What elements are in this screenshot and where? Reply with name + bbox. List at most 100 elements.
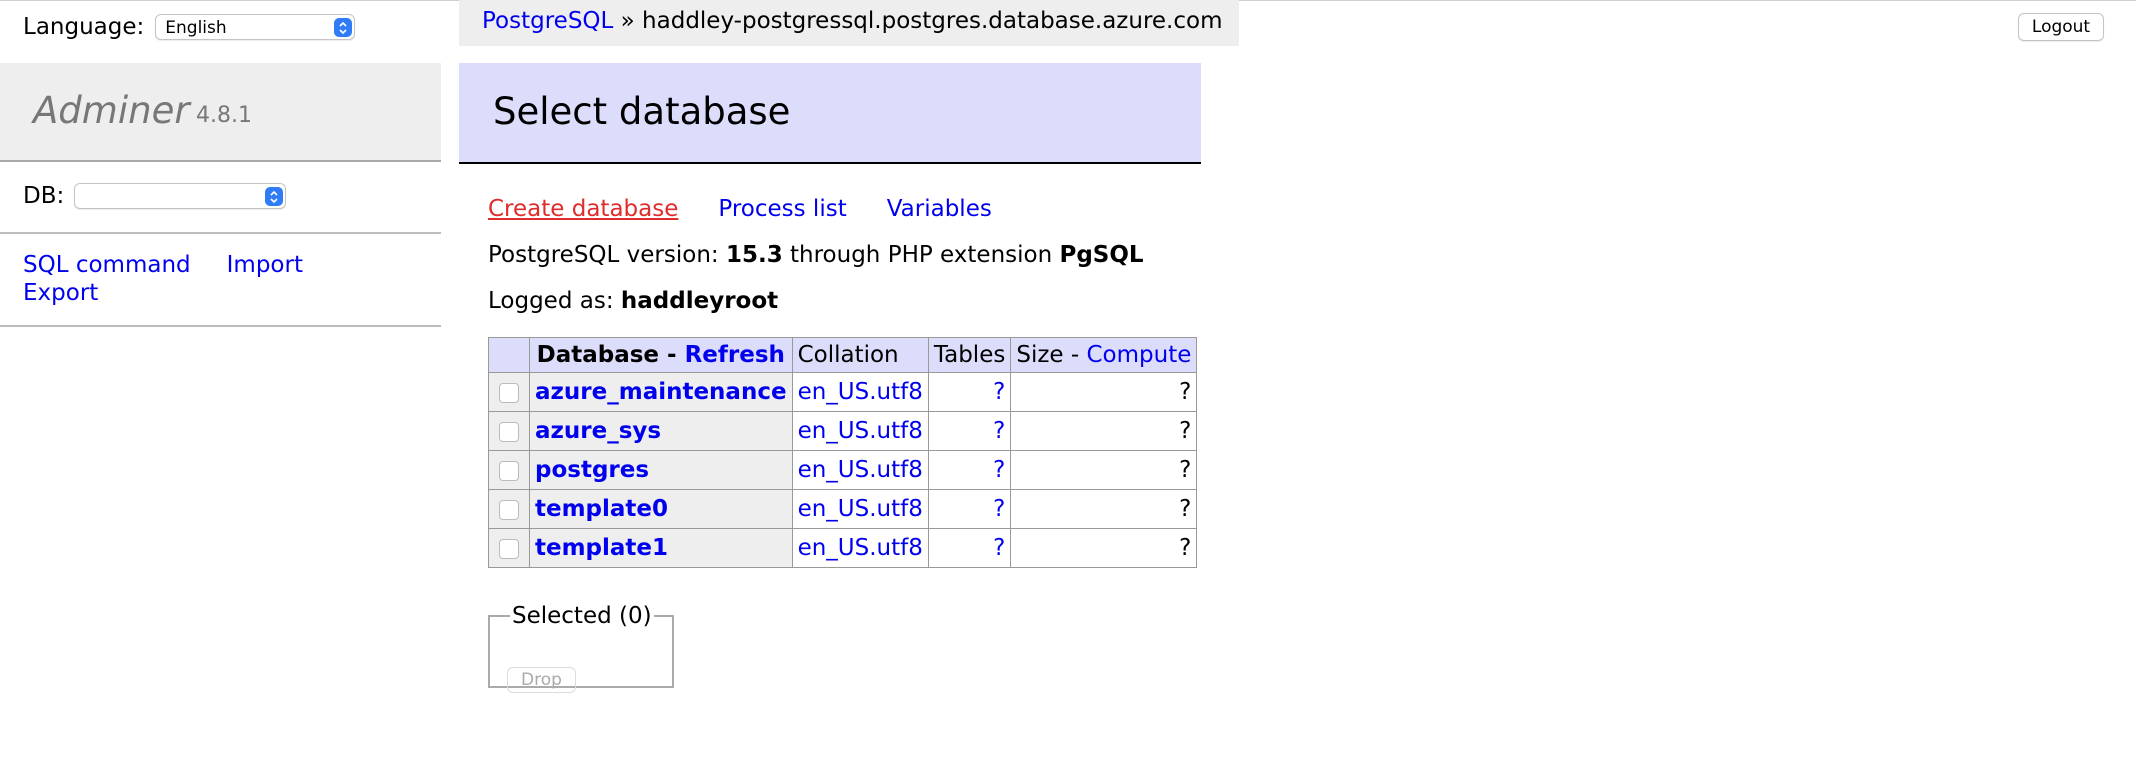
collation-link[interactable]: en_US.utf8 (797, 496, 923, 522)
row-checkbox[interactable] (499, 460, 519, 481)
database-name-cell: template0 (529, 489, 793, 529)
process-list-link[interactable]: Process list (718, 196, 847, 222)
header-database-label: Database (536, 342, 660, 368)
collation-cell: en_US.utf8 (791, 489, 929, 529)
size-cell: ? (1010, 489, 1198, 529)
database-name-link[interactable]: azure_maintenance (535, 379, 787, 405)
export-link[interactable]: Export (23, 280, 99, 306)
version-prefix: PostgreSQL version: (488, 242, 719, 268)
collation-cell: en_US.utf8 (791, 528, 929, 568)
table-header-row: Database - Refresh Collation Tables Size… (488, 337, 1198, 373)
header-dash: - (659, 342, 685, 368)
database-name-cell: azure_sys (529, 411, 793, 451)
table-row: azure_maintenance en_US.utf8 ? ? (488, 372, 1198, 412)
tables-cell: ? (927, 528, 1012, 568)
tables-cell: ? (927, 450, 1012, 490)
header-collation: Collation (791, 337, 929, 373)
compute-link[interactable]: Compute (1086, 342, 1192, 368)
chevron-updown-icon (334, 18, 353, 37)
logout-button[interactable]: Logout (2018, 13, 2104, 41)
row-checkbox[interactable] (499, 382, 519, 403)
database-name-link[interactable]: postgres (535, 457, 650, 483)
refresh-link[interactable]: Refresh (684, 342, 785, 368)
row-checkbox[interactable] (499, 499, 519, 520)
header-tables: Tables (927, 337, 1012, 373)
tables-link[interactable]: ? (993, 535, 1006, 561)
brand-header: Adminer 4.8.1 (0, 63, 441, 162)
collation-link[interactable]: en_US.utf8 (797, 379, 923, 405)
page-title: Select database (493, 90, 791, 133)
header-size: Size - Compute (1010, 337, 1198, 373)
chevron-updown-icon (265, 187, 284, 206)
language-select-value: English (165, 18, 227, 38)
db-select[interactable] (74, 183, 287, 209)
row-checkbox[interactable] (499, 421, 519, 442)
logged-prefix: Logged as: (488, 288, 614, 314)
selected-fieldset: Selected (0) Drop (488, 603, 674, 693)
size-cell: ? (1010, 411, 1198, 451)
logged-user: haddleyroot (620, 288, 779, 314)
size-cell: ? (1010, 372, 1198, 412)
tables-cell: ? (927, 489, 1012, 529)
breadcrumb-separator: » (620, 8, 635, 34)
database-name-link[interactable]: template0 (535, 496, 669, 522)
row-checkbox-cell (488, 489, 530, 529)
row-checkbox-cell (488, 411, 530, 451)
table-row: postgres en_US.utf8 ? ? (488, 450, 1198, 490)
extension-name: PgSQL (1059, 242, 1144, 268)
row-checkbox-cell (488, 450, 530, 490)
database-name-cell: template1 (529, 528, 793, 568)
header-database: Database - Refresh (529, 337, 793, 373)
tables-cell: ? (927, 372, 1012, 412)
row-checkbox[interactable] (499, 538, 519, 559)
logged-info: Logged as: haddleyroot (488, 288, 778, 314)
brand-version: 4.8.1 (196, 103, 252, 128)
sidebar-divider (0, 232, 441, 234)
breadcrumb-driver-link[interactable]: PostgreSQL (482, 8, 614, 34)
variables-link[interactable]: Variables (886, 196, 992, 222)
db-label: DB: (23, 183, 65, 209)
db-switcher: DB: (23, 183, 287, 209)
version-number: 15.3 (725, 242, 783, 268)
row-checkbox-cell (488, 528, 530, 568)
collation-cell: en_US.utf8 (791, 411, 929, 451)
tables-link[interactable]: ? (993, 457, 1006, 483)
database-name-link[interactable]: template1 (535, 535, 669, 561)
tables-link[interactable]: ? (993, 379, 1006, 405)
size-cell: ? (1010, 450, 1198, 490)
tables-cell: ? (927, 411, 1012, 451)
language-label: Language: (23, 14, 145, 40)
breadcrumb: PostgreSQL » haddley-postgressql.postgre… (459, 0, 1239, 46)
database-name-cell: postgres (529, 450, 793, 490)
action-links: Create database Process list Variables (488, 196, 1032, 222)
brand-name[interactable]: Adminer (33, 89, 190, 132)
database-name-link[interactable]: azure_sys (535, 418, 662, 444)
collation-cell: en_US.utf8 (791, 372, 929, 412)
import-link[interactable]: Import (226, 252, 303, 278)
sql-command-link[interactable]: SQL command (23, 252, 191, 278)
tables-link[interactable]: ? (993, 496, 1006, 522)
page-heading: Select database (459, 63, 1201, 164)
tables-link[interactable]: ? (993, 418, 1006, 444)
create-database-link[interactable]: Create database (488, 196, 679, 222)
table-row: template1 en_US.utf8 ? ? (488, 528, 1198, 568)
language-select[interactable]: English (155, 14, 356, 40)
language-switcher: Language: English (23, 14, 356, 40)
collation-link[interactable]: en_US.utf8 (797, 535, 923, 561)
version-info: PostgreSQL version: 15.3 through PHP ext… (488, 242, 1144, 268)
breadcrumb-server: haddley-postgressql.postgres.database.az… (642, 8, 1223, 34)
sidebar-links: SQL command Import Export (23, 251, 423, 307)
row-checkbox-cell (488, 372, 530, 412)
collation-link[interactable]: en_US.utf8 (797, 418, 923, 444)
version-middle: through PHP extension (790, 242, 1053, 268)
table-row: template0 en_US.utf8 ? ? (488, 489, 1198, 529)
header-size-label: Size (1016, 342, 1064, 368)
selected-legend: Selected (0) (512, 603, 652, 629)
table-row: azure_sys en_US.utf8 ? ? (488, 411, 1198, 451)
database-name-cell: azure_maintenance (529, 372, 793, 412)
database-table: Database - Refresh Collation Tables Size… (488, 337, 1198, 568)
drop-button[interactable]: Drop (507, 667, 576, 693)
header-checkbox-cell (488, 337, 530, 373)
collation-cell: en_US.utf8 (791, 450, 929, 490)
collation-link[interactable]: en_US.utf8 (797, 457, 923, 483)
